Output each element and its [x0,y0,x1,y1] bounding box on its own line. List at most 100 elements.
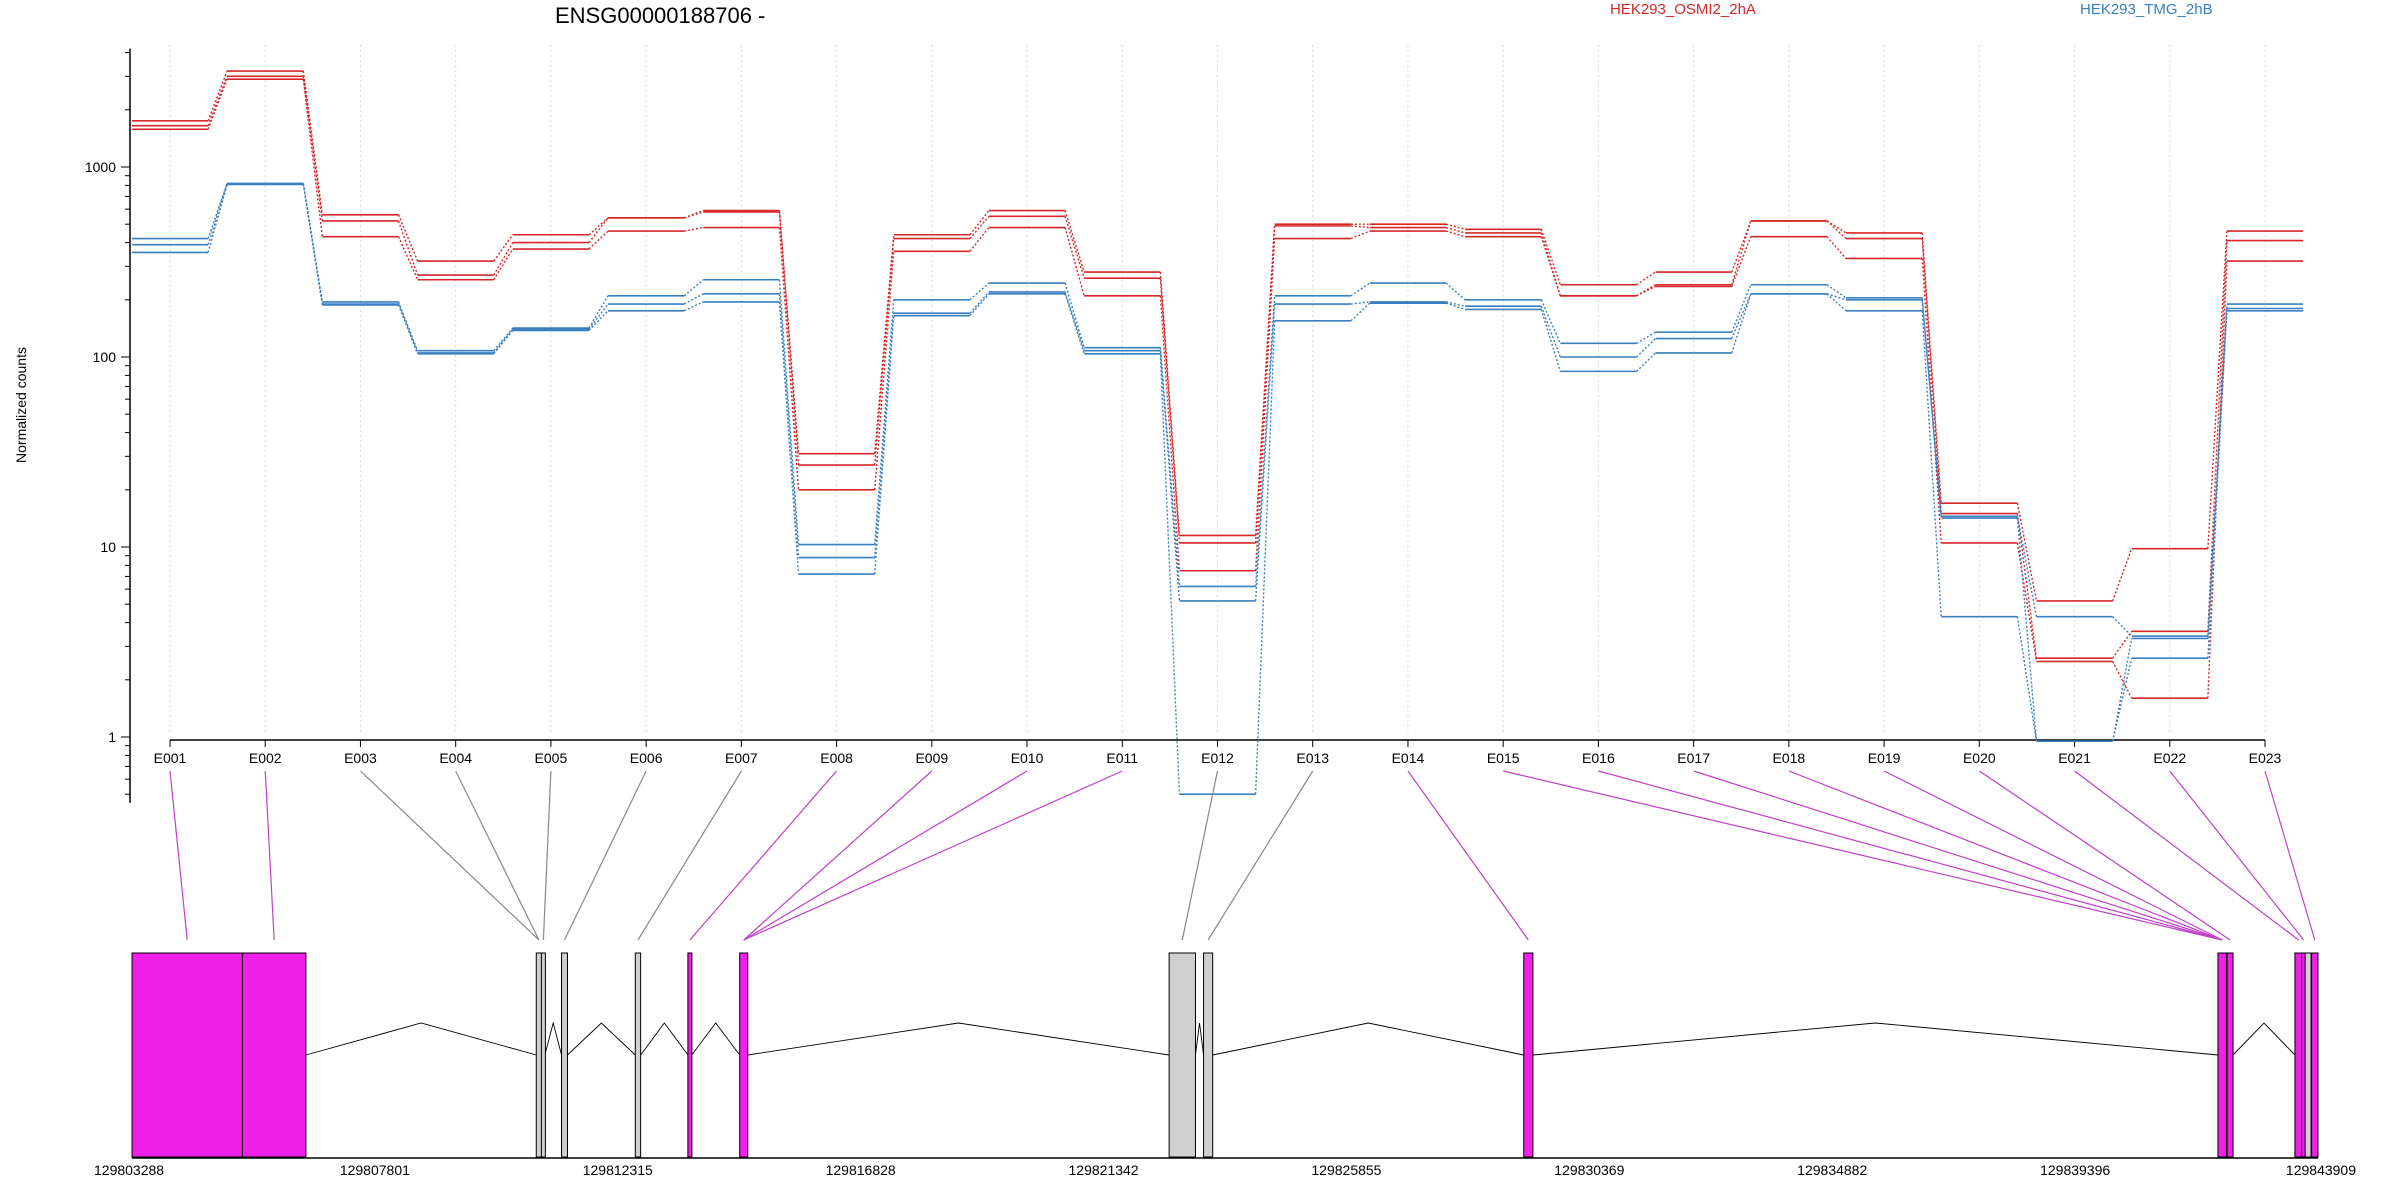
data-connector [1159,353,1181,795]
bin-connector [743,770,933,941]
bin-connector [1693,770,2223,941]
data-connector [1826,220,1847,234]
data-connector [493,234,514,262]
data-connector [969,227,990,252]
data-connector [1064,293,1085,354]
bin-connector [1978,770,2231,941]
exon-e006 [634,952,642,1158]
data-connector [397,236,419,281]
data-connector [1064,210,1085,273]
legend-label-tmg: HEK293_TMG_2hB [2080,1,2213,18]
data-connector [969,293,990,317]
bin-connector [1788,770,2223,941]
data-connector [1350,230,1371,240]
data-connector [2207,260,2228,699]
data-connector [1254,303,1276,602]
data-connector [207,78,228,130]
data-connector [1636,284,1656,297]
data-connector [1921,310,1942,617]
gridlines [169,45,2266,735]
intron [567,1022,636,1056]
y-axis-label: Normalized counts [13,347,29,463]
bin-connector [743,770,1123,941]
data-connector [1445,223,1466,230]
y-tick-label: 100 [93,349,117,365]
exon-e005 [561,952,568,1158]
bin-connector [1598,770,2223,941]
data-connector [588,295,609,329]
data-connector [302,70,324,215]
exon-e007 [687,952,693,1158]
y-tick-label: 1 [108,729,116,745]
exon-e010 [1203,952,1214,1158]
intron [640,1022,689,1056]
series-hek293_osmi2_2ha-2 [131,78,2304,700]
data-connector [1826,293,1847,312]
data-connector [969,210,990,236]
exon-e016 [2304,952,2312,1158]
data-connector [2207,303,2228,637]
x-tick-label-e008: E008 [820,750,853,766]
x-tick-label-e005: E005 [535,750,568,766]
data-connector [683,279,704,297]
data-connector [1254,295,1276,587]
bin-connector [2169,770,2305,941]
data-connector [493,327,514,352]
data-connector [2207,231,2228,549]
bin-connector [1883,770,2223,941]
bin-connector [1407,770,1529,941]
data-connector [969,215,990,240]
data-connector [1731,284,1752,333]
data-connector [1350,225,1370,229]
data-connector [778,301,800,575]
data-connector [1540,309,1561,372]
exon-e011 [1523,952,1534,1158]
data-connector [1636,331,1656,344]
data-connector [1826,284,1847,299]
x-tick-label-e016: E016 [1582,750,1615,766]
x-tick-label-e021: E021 [2058,750,2091,766]
intron [2232,1022,2296,1056]
x-tick-label-e018: E018 [1773,750,1806,766]
intron [691,1022,741,1056]
data-connector [588,217,609,244]
series-hek293_tmg_2hb-4 [131,183,2304,743]
data-connector [1540,236,1561,296]
data-connector [1826,236,1847,259]
bin-connector [169,770,188,941]
data-connector [1636,285,1656,297]
intron [1532,1022,2219,1056]
exon-e012 [2217,952,2228,1158]
y-tick-label: 10 [100,539,116,555]
data-connector [207,183,228,239]
data-connector [207,76,228,126]
data-connector [969,282,990,301]
data-connector [683,301,704,312]
exon-e001 [131,952,243,1158]
intron [305,1022,537,1056]
x-tick-label-e007: E007 [725,750,758,766]
data-connector [2016,503,2038,602]
axes: 1 10 100 1000 E001 E002 E003 E004 E005 E006 E007 E0… [85,48,2282,803]
chart-title: ENSG00000188706 - [555,3,765,28]
data-connector [302,183,324,303]
intron [544,1021,562,1056]
data-connector [207,70,228,122]
data-connector [1826,220,1847,240]
exon-e004 [540,952,546,1158]
data-connector [1064,291,1085,351]
data-connector [1254,238,1276,571]
data-connector [683,293,704,305]
data-connector [493,248,514,281]
coordinate-label: 129807801 [340,1162,410,1178]
x-tick-label-e013: E013 [1296,750,1329,766]
data-connector [1445,226,1466,234]
data-connector [2016,542,2038,662]
exon-e003 [535,952,543,1158]
data-connector [2112,661,2133,699]
data-connector [1921,238,1942,514]
data-connector [1254,320,1276,795]
series-hek293_tmg_2hb-3 [131,182,2304,637]
exon-connectors [169,770,2316,941]
